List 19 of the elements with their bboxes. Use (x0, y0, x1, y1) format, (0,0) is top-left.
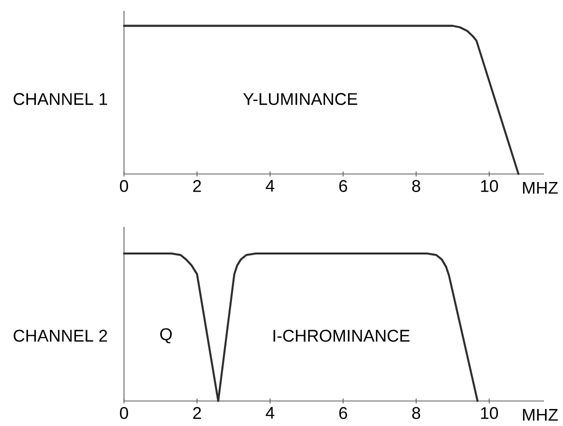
x-tick-label: 8 (412, 180, 420, 192)
x-tick-label: 0 (120, 180, 128, 192)
x-tick-label: 6 (339, 407, 348, 420)
annotation: Y-LUMINANCE (243, 93, 358, 106)
annotation: Q (160, 328, 172, 344)
x-axis-title: MHZ (523, 409, 558, 421)
x-tick-label: 10 (481, 180, 498, 192)
y-axis-title: CHANNEL 2 (14, 330, 107, 342)
annotation: I-CHROMINANCE (274, 330, 410, 342)
y-axis-title: CHANNEL 1 (14, 93, 108, 106)
x-tick-label: 8 (412, 407, 420, 420)
x-tick-label: 0 (120, 407, 128, 420)
x-tick-label: 4 (266, 180, 274, 192)
x-tick-label: 2 (193, 407, 201, 419)
x-tick-label: 4 (266, 407, 274, 419)
x-tick-label: 10 (481, 407, 498, 420)
x-axis-title: MHZ (523, 182, 558, 194)
x-tick-label: 6 (339, 180, 348, 192)
x-tick-label: 2 (193, 180, 201, 192)
